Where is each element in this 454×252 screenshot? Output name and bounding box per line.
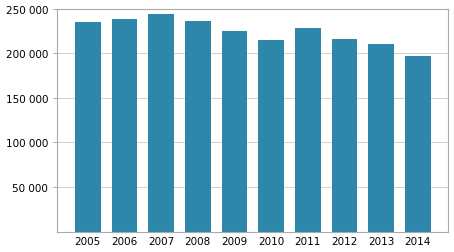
Bar <box>331 40 357 232</box>
Bar <box>222 32 247 232</box>
Bar <box>405 57 431 232</box>
Bar <box>185 22 211 232</box>
Bar <box>75 23 100 232</box>
Bar <box>368 45 394 232</box>
Bar <box>112 20 137 232</box>
Bar <box>258 41 284 232</box>
Bar <box>148 15 174 232</box>
Bar <box>295 29 321 232</box>
